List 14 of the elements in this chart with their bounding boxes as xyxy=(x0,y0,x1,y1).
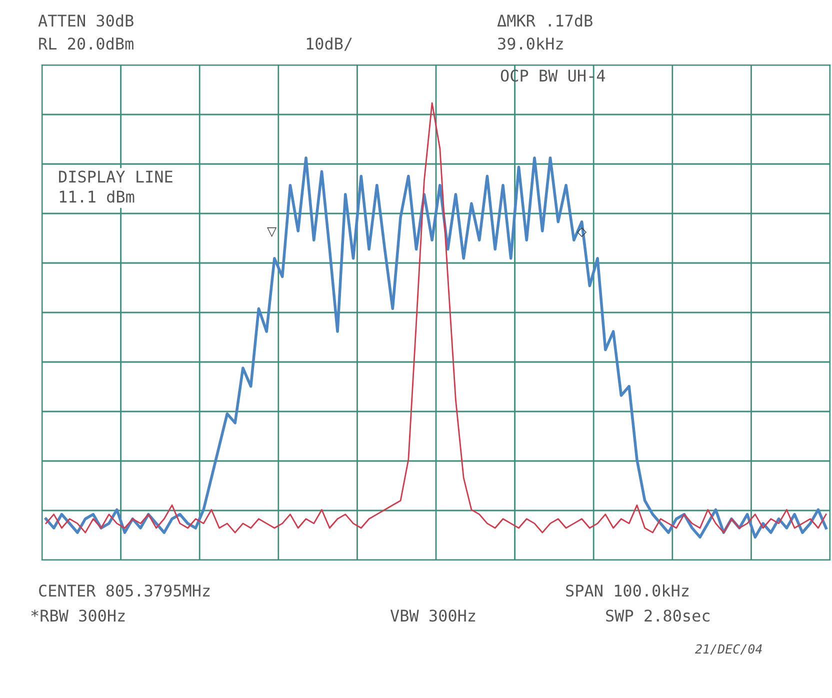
text: 21/DEC/04 xyxy=(695,644,762,655)
annotation: 11.1 dBm xyxy=(60,190,134,203)
annotation: ▽ xyxy=(267,227,277,237)
text: SPAN 100.0kHz xyxy=(566,584,689,597)
text: RL 20.0dBm xyxy=(39,37,134,50)
text: 39.0kHz xyxy=(498,37,563,50)
text: ΔMKR .17dB xyxy=(497,14,592,27)
text: SWP 2.80sec xyxy=(606,610,710,622)
text: VBW 300Hz xyxy=(390,610,476,622)
text: CENTER 805.3795MHz xyxy=(39,584,210,597)
text: ATTEN 30dB xyxy=(38,14,134,27)
text: *RBW 300Hz xyxy=(31,610,125,622)
text: 10dB/ xyxy=(306,37,352,51)
annotation: DISPLAY LINE xyxy=(59,170,172,183)
